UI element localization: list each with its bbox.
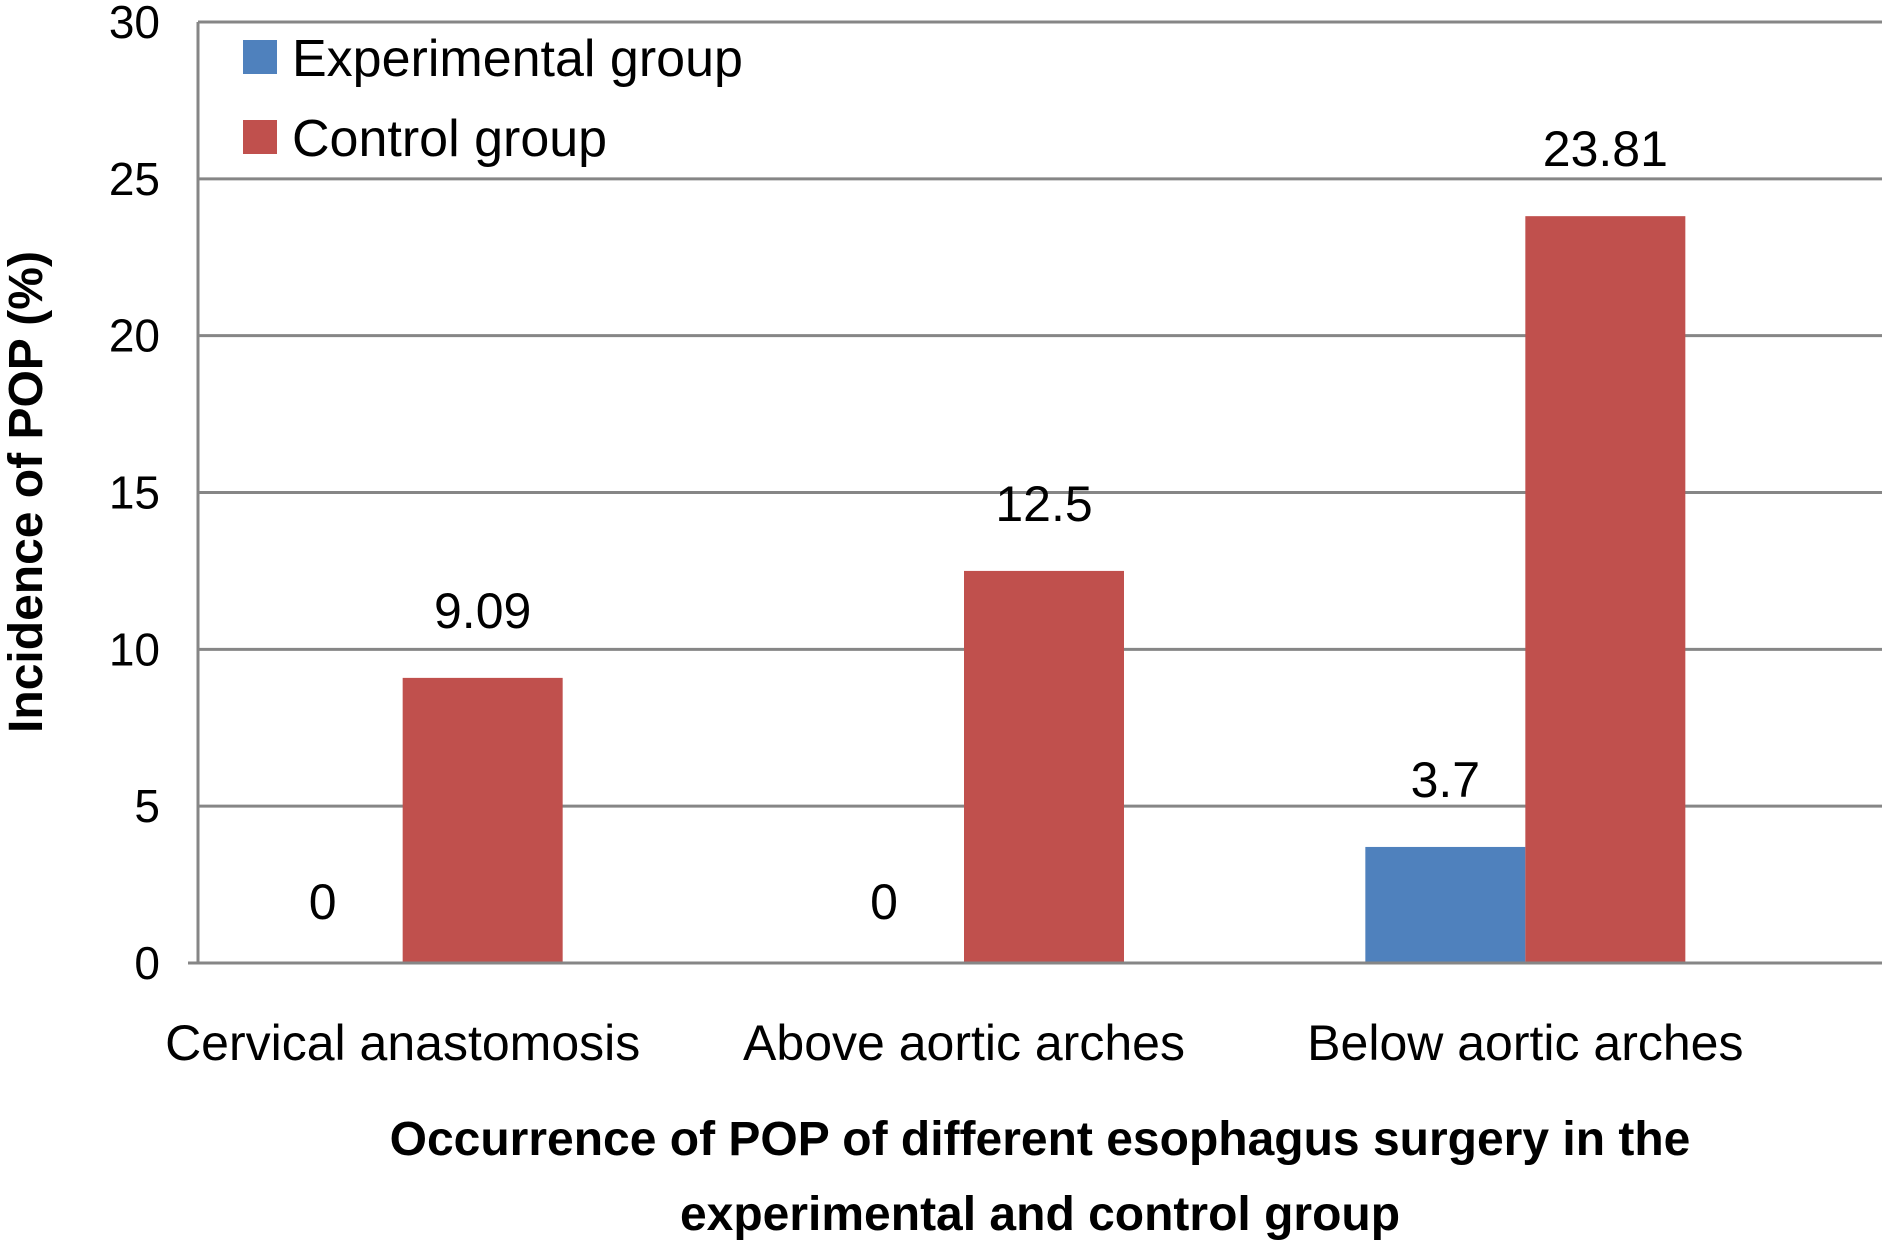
y-tick-label: 15 <box>109 467 160 519</box>
legend-label-control: Control group <box>292 110 607 168</box>
x-axis-title-line-1: Occurrence of POP of different esophagus… <box>390 1113 1691 1166</box>
legend-swatch-control <box>243 120 277 154</box>
category-labels: Cervical anastomosis Above aortic arches B… <box>165 1015 1743 1071</box>
y-tick-label: 10 <box>109 623 160 675</box>
y-tick-label: 25 <box>109 153 160 205</box>
data-label: 12.5 <box>995 476 1092 532</box>
y-axis-title: Incidence of POP (%) <box>0 251 53 733</box>
bar-control <box>1525 216 1686 963</box>
legend-swatch-experimental <box>243 40 277 74</box>
y-tick-label: 5 <box>134 780 160 832</box>
data-labels: 0 9.09 0 12.5 3.7 23.81 <box>309 121 1668 930</box>
data-label: 3.7 <box>1411 752 1481 808</box>
bar-control <box>402 677 563 963</box>
category-label: Above aortic arches <box>743 1015 1185 1071</box>
data-label: 0 <box>870 874 898 930</box>
data-label: 23.81 <box>1543 121 1668 177</box>
y-tick-label: 30 <box>109 0 160 48</box>
y-tick-labels: 0 5 10 15 20 25 30 <box>109 0 160 989</box>
bars <box>402 216 1686 963</box>
category-label: Cervical anastomosis <box>165 1015 640 1071</box>
x-axis-title-line-2: experimental and control group <box>680 1188 1400 1241</box>
data-label: 9.09 <box>434 583 531 639</box>
bar-control <box>964 570 1124 963</box>
legend-label-experimental: Experimental group <box>292 30 743 88</box>
bar-experimental <box>1365 846 1526 963</box>
y-tick-label: 20 <box>109 310 160 362</box>
data-label: 0 <box>309 874 337 930</box>
category-label: Below aortic arches <box>1307 1015 1743 1071</box>
y-tick-label: 0 <box>134 937 160 989</box>
legend: Experimental group Control group <box>243 30 743 168</box>
